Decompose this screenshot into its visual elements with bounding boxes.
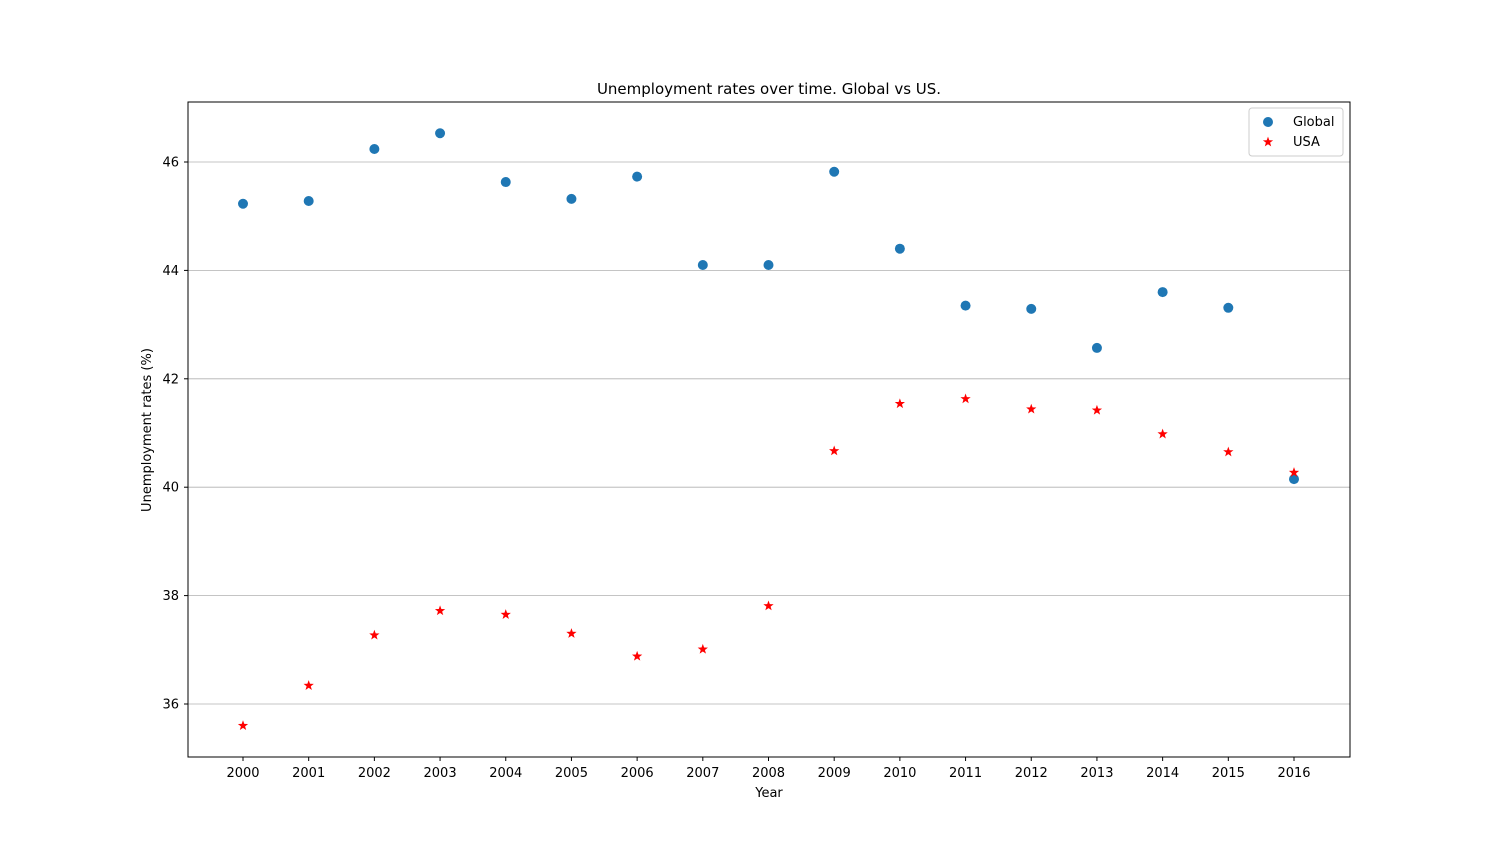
point-usa-2011 [960, 393, 971, 404]
point-global-2004 [500, 177, 511, 188]
point-usa-2003 [434, 605, 446, 616]
legend-marker-global [1263, 117, 1273, 127]
point-usa-2009 [829, 445, 840, 456]
x-tick-label: 2013 [1080, 766, 1113, 781]
x-tick-label: 2011 [949, 766, 982, 781]
point-global-2007 [697, 259, 708, 270]
point-global-2016 [1289, 474, 1299, 485]
point-usa-2007 [697, 643, 708, 654]
y-tick-label: 42 [162, 372, 179, 387]
y-axis-label: Unemployment rates (%) [140, 348, 155, 512]
chart-title: Unemployment rates over time. Global vs … [597, 80, 941, 98]
y-tick-label: 44 [162, 264, 179, 279]
point-global-2003 [435, 128, 446, 139]
legend-label-global: Global [1293, 115, 1334, 130]
plot-frame [187, 101, 1351, 758]
y-axis: 36 38 40 42 44 46 [162, 156, 188, 713]
point-usa-2010 [894, 398, 906, 409]
x-tick-label: 2001 [292, 766, 325, 781]
point-usa-2006 [631, 650, 643, 661]
legend-label-usa: USA [1293, 135, 1320, 150]
point-global-2001 [303, 196, 314, 207]
point-usa-2001 [303, 680, 314, 690]
y-tick-label: 36 [162, 698, 179, 713]
x-axis: 2000 2001 2002 2003 2004 2005 2006 2007 2008 2009… [226, 757, 1311, 781]
point-usa-2012 [1026, 403, 1037, 414]
x-tick-label: 2003 [424, 766, 457, 781]
x-tick-label: 2014 [1146, 766, 1179, 781]
x-tick-label: 2012 [1015, 766, 1048, 781]
data-points [237, 128, 1300, 731]
x-axis-label: Year [754, 786, 783, 801]
point-global-2011 [960, 300, 971, 311]
x-tick-label: 2000 [226, 766, 259, 781]
point-usa-2005 [566, 628, 577, 638]
x-tick-label: 2005 [555, 766, 588, 781]
legend: Global USA [1248, 107, 1344, 157]
x-tick-label: 2009 [818, 766, 851, 781]
x-tick-label: 2002 [358, 766, 391, 781]
point-global-2009 [829, 166, 840, 177]
x-tick-label: 2010 [883, 766, 916, 781]
point-usa-2000 [237, 720, 249, 731]
point-usa-2008 [763, 600, 774, 611]
x-tick-label: 2015 [1212, 766, 1245, 781]
point-global-2006 [632, 171, 643, 182]
point-usa-2015 [1223, 446, 1234, 457]
point-usa-2016 [1288, 467, 1300, 477]
point-global-2010 [894, 243, 905, 254]
point-usa-2014 [1157, 428, 1168, 439]
point-usa-2013 [1091, 404, 1103, 415]
point-global-2000 [238, 198, 248, 209]
x-tick-label: 2006 [621, 766, 654, 781]
y-tick-label: 46 [162, 156, 179, 171]
point-global-2014 [1157, 287, 1168, 298]
point-usa-2002 [369, 629, 380, 640]
x-tick-label: 2007 [686, 766, 719, 781]
x-tick-label: 2004 [489, 766, 522, 781]
y-tick-label: 38 [162, 589, 179, 604]
point-usa-2004 [500, 609, 511, 619]
point-global-2002 [369, 143, 380, 154]
y-tick-label: 40 [162, 481, 179, 496]
x-tick-label: 2008 [752, 766, 785, 781]
legend-marker-usa [1262, 136, 1274, 147]
point-global-2013 [1091, 342, 1102, 353]
point-global-2005 [566, 193, 577, 204]
grid-lines [188, 161, 1350, 705]
x-tick-label: 2016 [1277, 766, 1310, 781]
point-global-2012 [1026, 303, 1037, 314]
point-global-2015 [1223, 302, 1234, 313]
point-global-2008 [763, 259, 774, 270]
